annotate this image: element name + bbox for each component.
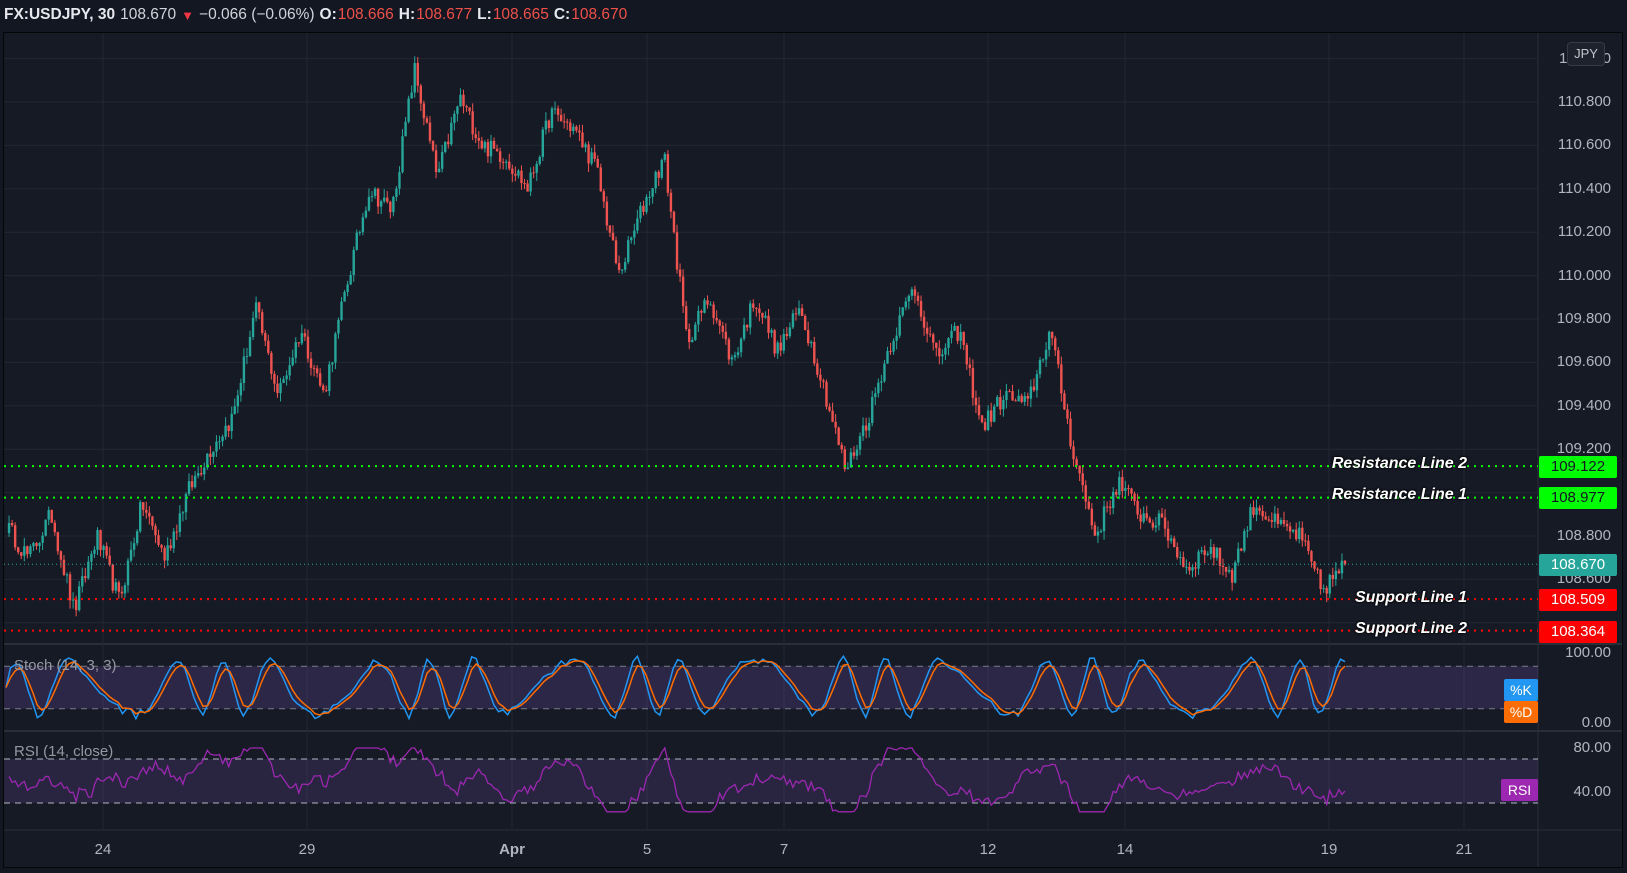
last-price: 108.670 [120,6,177,23]
time-axis-label: 7 [779,841,789,858]
price-axis-label: 110.400 [1557,179,1611,197]
stoch-d-badge: %D [1504,701,1538,723]
close-value: 108.670 [571,6,628,23]
price-axis-label: 110.600 [1557,136,1611,154]
high-value: 108.677 [416,6,473,23]
price-axis-label: 109.200 [1556,440,1611,458]
resistance-line-1-price-tag: 108.977 [1539,487,1617,509]
low-value: 108.665 [492,6,549,23]
time-axis-label: 29 [298,841,316,858]
time-axis-label: 21 [1455,841,1473,858]
symbol-title[interactable]: FX:USDJPY, 30 [4,6,116,23]
rsi-axis-80: 80.00 [1573,739,1611,756]
currency-button[interactable]: JPY [1567,42,1605,66]
rsi-badge: RSI [1501,779,1538,801]
time-axis-label: 14 [1116,841,1134,858]
open-label: O: [319,6,337,23]
chart-frame[interactable] [3,32,1623,868]
price-axis-label: 110.800 [1557,93,1611,110]
triangle-down-icon: ▼ [181,7,195,23]
low-label: L: [477,6,492,23]
rsi-axis-40: 40.00 [1573,783,1611,800]
time-axis-label: 24 [94,841,112,858]
resistance-line-2-price-tag: 109.122 [1539,456,1617,478]
resistance-line-2-label: Resistance Line 2 [1331,455,1467,472]
support-line-1-price-tag: 108.509 [1539,589,1617,611]
price-axis-label: 109.600 [1556,353,1611,371]
support-line-1-label: Support Line 1 [1355,589,1467,606]
symbol-legend: FX:USDJPY, 30 108.670 ▼ −0.066 (−0.06%) … [4,4,627,26]
time-axis-label: 12 [979,841,997,858]
stoch-axis-0: 0.00 [1581,714,1611,731]
support-line-2-label: Support Line 2 [1355,620,1467,637]
price-axis-label: 110.200 [1557,223,1611,241]
stoch-axis-100: 100.00 [1565,644,1611,661]
rsi-title[interactable]: RSI (14, close) [14,743,114,760]
time-axis-label: 5 [642,841,652,858]
candles [7,56,1347,617]
price-axis-label: 108.800 [1556,527,1611,544]
time-axis-label: 19 [1320,841,1338,858]
open-value: 108.666 [337,6,394,23]
price-change: −0.066 (−0.06%) [199,6,315,23]
support-line-2-price-tag: 108.364 [1539,621,1617,643]
price-axis-label: 109.800 [1556,310,1611,327]
price-axis-label: 109.400 [1556,396,1611,414]
high-label: H: [398,6,416,23]
time-axis-label: Apr [499,841,525,858]
stoch-title[interactable]: Stoch (14, 3, 3) [14,657,117,674]
stoch-k-badge: %K [1504,679,1538,701]
last-price-tag: 108.670 [1539,554,1617,576]
resistance-line-1-label: Resistance Line 1 [1331,486,1467,503]
price-axis-label: 110.000 [1557,266,1611,284]
close-label: C: [553,6,571,23]
